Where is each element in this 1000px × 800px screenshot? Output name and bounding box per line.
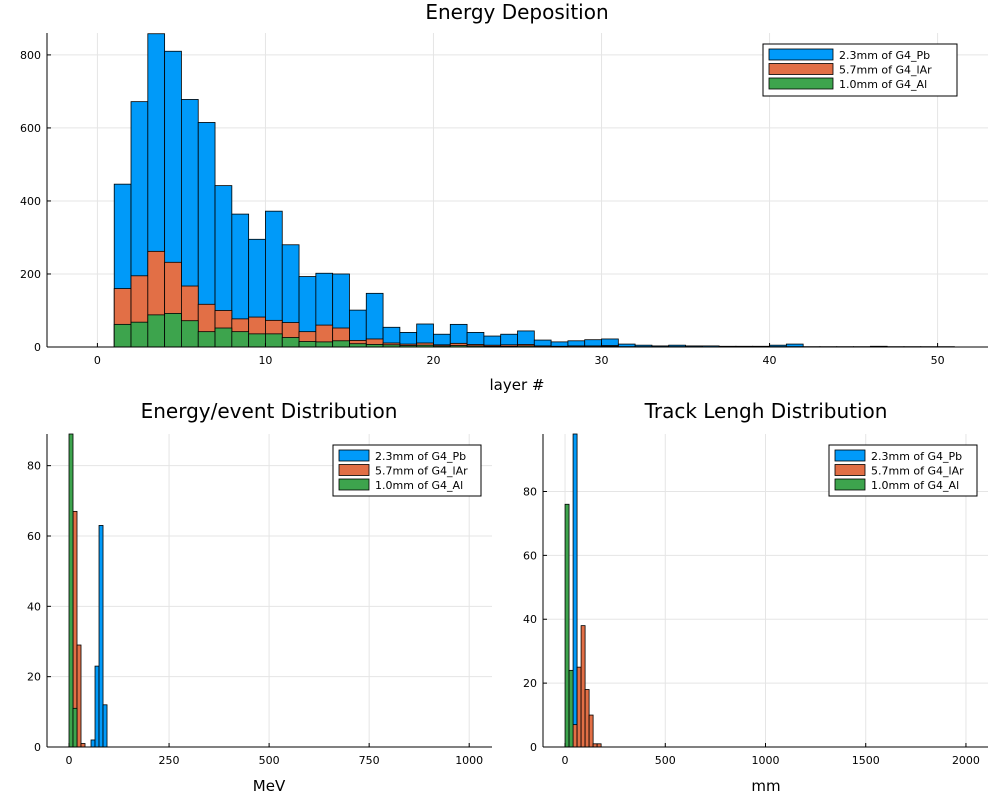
chart-3-ytick-label: 20 (523, 677, 537, 690)
chart-2-legend-label-2: 5.7mm of G4_lAr (375, 465, 468, 478)
chart-1-bar-series-3 (181, 320, 199, 348)
chart-1-ytick-label: 200 (20, 268, 41, 281)
chart-3-xtick-label: 1500 (852, 754, 880, 767)
chart-3-legend-swatch-3 (834, 478, 866, 491)
chart-1-bar-series-3 (214, 327, 233, 348)
chart-1-xlabel: layer # (490, 376, 545, 394)
chart-1-xtick-label: 40 (763, 354, 777, 367)
chart-2-legend-label-1: 2.3mm of G4_Pb (375, 450, 466, 463)
chart-3-ytick-label: 60 (523, 549, 537, 562)
chart-1-bar-series-3 (130, 321, 149, 348)
chart-2-bar-series-1 (102, 704, 108, 748)
chart-2-bar-series-2 (76, 644, 82, 748)
chart-3-bar-series-3 (568, 669, 574, 748)
chart-1-bar-series-3 (281, 337, 300, 348)
chart-3-ytick-label: 40 (523, 613, 537, 626)
chart-2-bar-series-2 (80, 743, 86, 748)
chart-2-bar-series-1 (98, 525, 104, 748)
chart-3-title: Track Lengh Distribution (644, 399, 888, 423)
chart-3-xtick-label: 500 (655, 754, 676, 767)
chart-1-xtick-label: 50 (931, 354, 945, 367)
chart-2-xtick-label: 500 (259, 754, 280, 767)
chart-2-xtick-label: 250 (159, 754, 180, 767)
chart-3-legend-label-3: 1.0mm of G4_Al (871, 479, 959, 492)
chart-1-xtick-label: 10 (258, 354, 272, 367)
chart-1-ytick-label: 0 (34, 341, 41, 354)
chart-1-legend-swatch-2 (768, 63, 834, 75)
chart-1-legend-swatch-1 (768, 48, 834, 61)
chart-1-bar-series-3 (332, 340, 350, 348)
chart-1-ytick-label: 800 (20, 49, 41, 62)
chart-3-bar-series-2 (584, 689, 590, 748)
chart-2-xtick-label: 0 (66, 754, 73, 767)
chart-2-xtick-label: 750 (359, 754, 380, 767)
chart-1-ytick-label: 600 (20, 122, 41, 135)
chart-2-ytick-label: 0 (34, 741, 41, 754)
chart-1-bar-series-3 (113, 323, 132, 348)
chart-3-ytick-label: 80 (523, 485, 537, 498)
chart-2-bar-series-3 (72, 707, 78, 748)
chart-1-xtick-label: 30 (595, 354, 609, 367)
chart-1-ytick-label: 400 (20, 195, 41, 208)
chart-1-bar-series-3 (298, 341, 317, 348)
chart-3-bar-series-1 (572, 433, 578, 748)
chart-3-legend-swatch-1 (834, 449, 866, 462)
chart-3-xtick-label: 2000 (952, 754, 980, 767)
chart-3-bar-series-2 (580, 625, 586, 748)
chart-2-plot: 0 250 500 750 1000 0 20 40 60 80 2.3mm of G4_Pb 5.7… (27, 433, 492, 767)
chart-1-plot: 0 10 20 30 40 50 0 200 400 600 800 2.3mm of G4_Pb 5.… (20, 33, 988, 367)
chart-3-bar-series-2 (576, 666, 582, 748)
chart-1-bar-series-3 (231, 331, 250, 348)
chart-3-legend-label-1: 2.3mm of G4_Pb (871, 450, 962, 463)
chart-1-bar-series-3 (147, 314, 166, 348)
chart-1-bar-series-3 (197, 331, 216, 348)
chart-1-title: Energy Deposition (425, 0, 608, 24)
chart-2-ytick-label: 40 (27, 600, 41, 613)
chart-3-bar-series-3 (564, 503, 570, 748)
chart-2-legend-swatch-3 (338, 478, 370, 491)
chart-2-ytick-label: 20 (27, 671, 41, 684)
chart-3-xlabel: mm (751, 777, 780, 795)
chart-3-legend-label-2: 5.7mm of G4_lAr (871, 465, 964, 478)
chart-2-xlabel: MeV (253, 777, 286, 795)
chart-1-bar-series-3 (248, 333, 266, 348)
chart-2-bar-series-1 (90, 739, 96, 748)
chart-2-legend-label-3: 1.0mm of G4_Al (375, 479, 463, 492)
chart-2-xtick-label: 1000 (455, 754, 483, 767)
chart-1-xtick-label: 20 (426, 354, 440, 367)
chart-3-bar-series-2 (572, 724, 578, 748)
chart-1-legend-swatch-3 (768, 77, 834, 90)
chart-1-legend-label-1: 2.3mm of G4_Pb (839, 49, 930, 62)
chart-2-bar-series-3 (68, 433, 74, 748)
chart-3-legend-swatch-2 (834, 464, 866, 476)
chart-3-bar-series-2 (588, 714, 594, 748)
chart-3-ytick-label: 0 (530, 741, 537, 754)
chart-3-xtick-label: 1000 (752, 754, 780, 767)
chart-1-xtick-label: 0 (94, 354, 101, 367)
chart-3-xtick-label: 0 (562, 754, 569, 767)
chart-1-bar-series-3 (164, 313, 182, 348)
chart-3-plot: 0 500 1000 1500 2000 0 20 40 60 80 2.3mm of G4_Pb 5… (523, 433, 988, 767)
chart-2-legend-swatch-2 (338, 464, 370, 476)
chart-2-ytick-label: 60 (27, 530, 41, 543)
chart-1-bar-series-3 (315, 341, 334, 348)
chart-2-title: Energy/event Distribution (141, 399, 398, 423)
chart-1-legend-label-3: 1.0mm of G4_Al (839, 78, 927, 91)
chart-2-ytick-label: 80 (27, 460, 41, 473)
chart-1-legend-label-2: 5.7mm of G4_lAr (839, 64, 932, 77)
chart-2-bar-series-1 (94, 665, 100, 748)
chart-2-legend-swatch-1 (338, 449, 370, 462)
chart-1-bar-series-3 (265, 333, 283, 348)
